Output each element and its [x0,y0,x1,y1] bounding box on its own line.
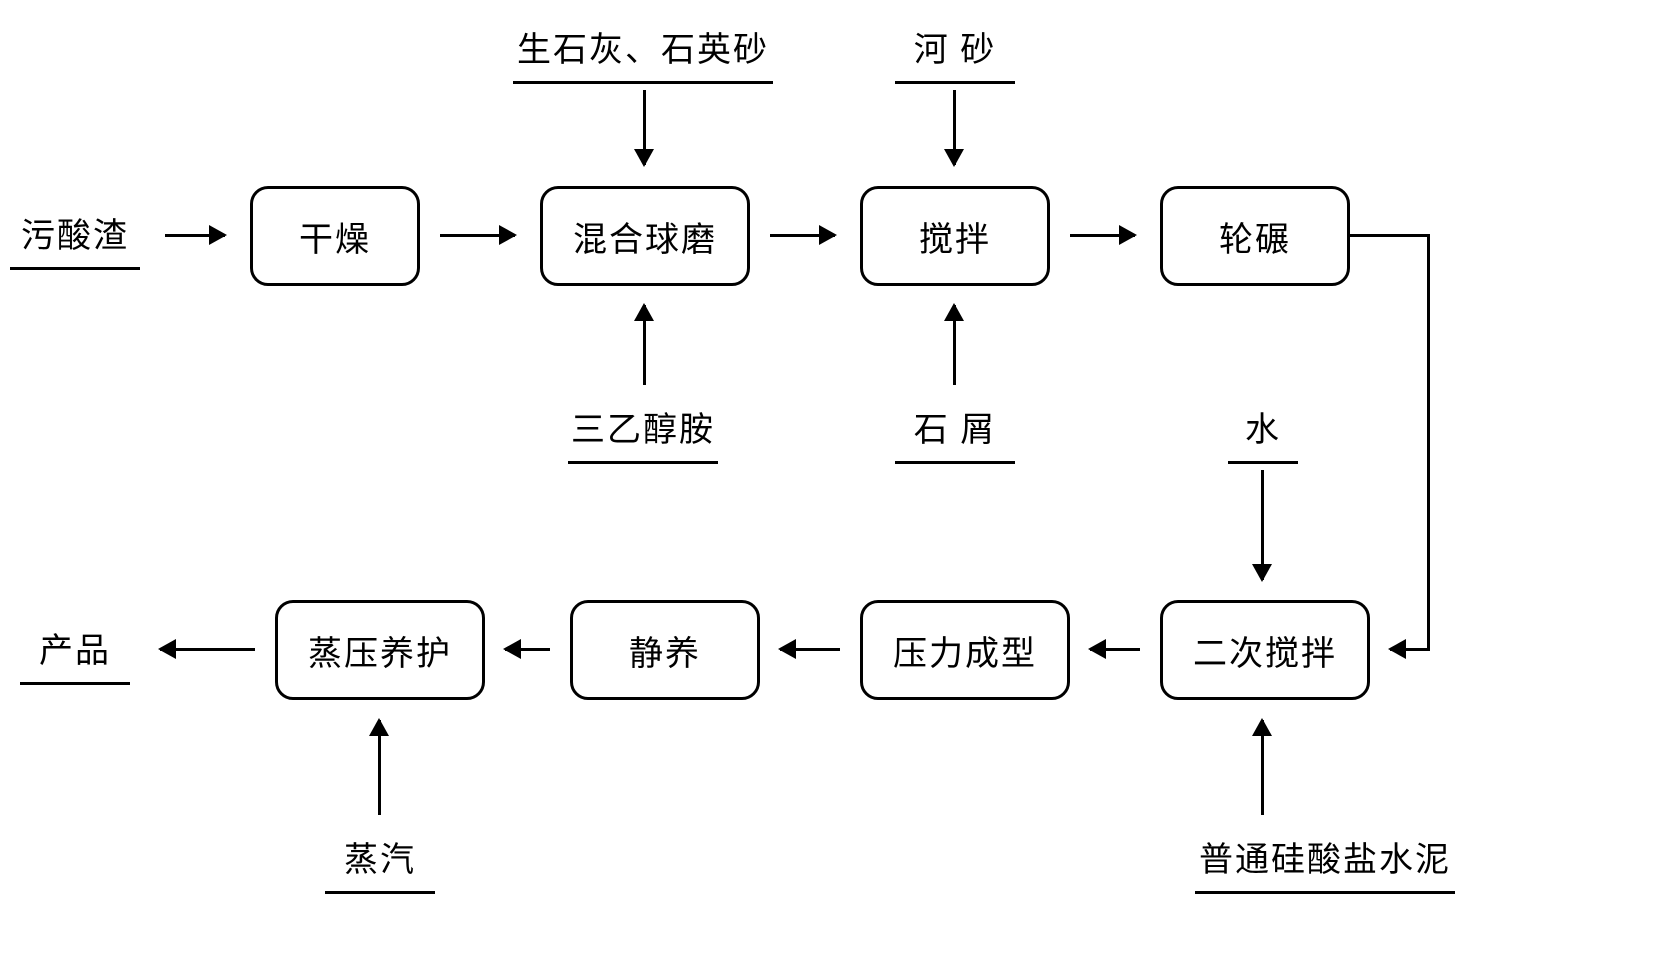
io-label-portland-cement: 普通硅酸盐水泥 [1195,832,1455,894]
underline [325,891,435,894]
io-label-water: 水 [1228,402,1298,464]
flowchart-canvas: 干燥 混合球磨 搅拌 轮碾 二次搅拌 压力成型 静养 蒸压养护 污酸渣 生石灰、… [0,0,1656,957]
io-text: 三乙醇胺 [571,402,715,451]
process-label: 蒸压养护 [308,626,452,675]
arrow-down-icon [1261,470,1264,580]
io-text: 产品 [39,623,111,672]
underline [1228,461,1298,464]
underline [20,682,130,685]
arrow-up-icon [643,305,646,385]
process-label: 压力成型 [893,626,1037,675]
io-text: 污酸渣 [21,208,129,257]
io-label-steam: 蒸汽 [325,832,435,894]
io-label-lime-quartz: 生石灰、石英砂 [513,22,773,84]
underline [568,461,718,464]
arrow-up-icon [1261,720,1264,815]
arrow-left-icon [160,648,255,651]
underline [895,461,1015,464]
process-box-rest: 静养 [570,600,760,700]
arrow-right-icon [165,234,225,237]
io-label-acid-slag: 污酸渣 [10,208,140,270]
arrow-down-icon [953,90,956,165]
io-label-triethanolamine: 三乙醇胺 [568,402,718,464]
process-label: 静养 [629,626,701,675]
process-label: 轮碾 [1219,212,1291,261]
arrow-left-icon [780,648,840,651]
process-box-press-mold: 压力成型 [860,600,1070,700]
process-label: 搅拌 [919,212,991,261]
arrow-up-icon [378,720,381,815]
process-box-stir: 搅拌 [860,186,1050,286]
process-box-wheel-mill: 轮碾 [1160,186,1350,286]
underline [895,81,1015,84]
io-text: 蒸汽 [344,832,416,881]
arrow-up-icon [953,305,956,385]
arrow-left-icon [1390,648,1430,651]
process-label: 二次搅拌 [1193,626,1337,675]
underline [513,81,773,84]
connector-line [1350,234,1430,237]
io-label-product: 产品 [20,623,130,685]
process-box-drying: 干燥 [250,186,420,286]
connector-line [1427,234,1430,651]
process-box-autoclave: 蒸压养护 [275,600,485,700]
io-text: 生石灰、石英砂 [517,22,769,71]
process-label: 混合球磨 [573,212,717,261]
process-box-second-stir: 二次搅拌 [1160,600,1370,700]
io-text: 石 屑 [914,402,997,451]
io-text: 水 [1245,402,1281,451]
underline [10,267,140,270]
arrow-right-icon [440,234,515,237]
process-box-ball-mill: 混合球磨 [540,186,750,286]
io-text: 普通硅酸盐水泥 [1199,832,1451,881]
io-label-stone-chips: 石 屑 [895,402,1015,464]
arrow-left-icon [505,648,550,651]
arrow-right-icon [1070,234,1135,237]
io-text: 河 砂 [914,22,997,71]
arrow-left-icon [1090,648,1140,651]
arrow-right-icon [770,234,835,237]
underline [1195,891,1455,894]
process-label: 干燥 [299,212,371,261]
arrow-down-icon [643,90,646,165]
io-label-river-sand: 河 砂 [895,22,1015,84]
